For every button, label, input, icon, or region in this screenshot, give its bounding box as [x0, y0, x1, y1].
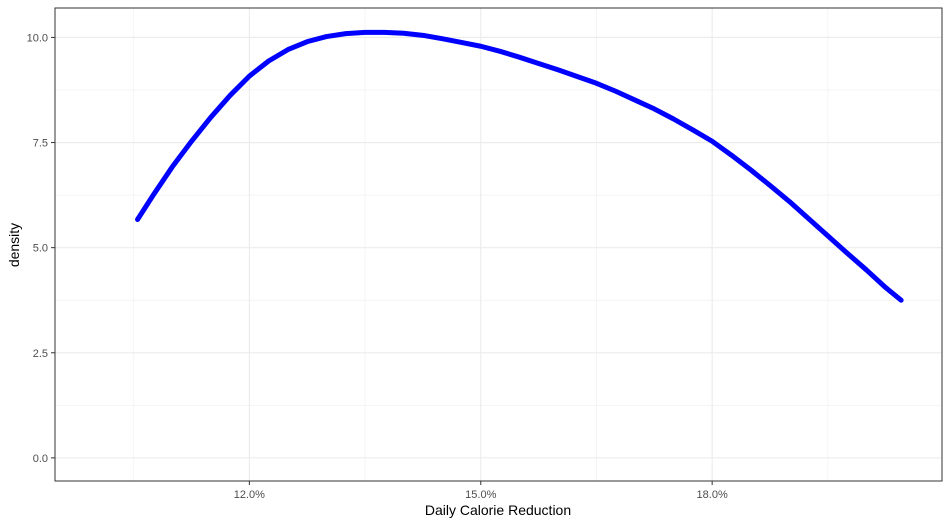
y-tick-label: 2.5	[33, 348, 48, 360]
y-tick-label: 10.0	[27, 32, 48, 44]
plot-panel	[55, 8, 942, 481]
x-axis-title: Daily Calorie Reduction	[425, 502, 571, 518]
y-tick-label: 7.5	[33, 138, 48, 150]
series-layer	[135, 29, 904, 303]
x-tick-label: 18.0%	[697, 489, 728, 501]
major-gridlines	[55, 8, 942, 481]
x-tick-label: 12.0%	[234, 489, 265, 501]
x-tick-label: 15.0%	[465, 489, 496, 501]
density-curve	[135, 29, 904, 303]
y-tick-label: 0.0	[33, 453, 48, 465]
y-tick-label: 5.0	[33, 243, 48, 255]
plot-border	[54, 7, 943, 482]
y-axis-title: density	[6, 223, 22, 267]
minor-gridlines	[55, 8, 942, 481]
x-axis: 12.0% 15.0% 18.0%	[234, 481, 728, 501]
y-axis: 0.0 2.5 5.0 7.5 10.0	[27, 32, 55, 465]
